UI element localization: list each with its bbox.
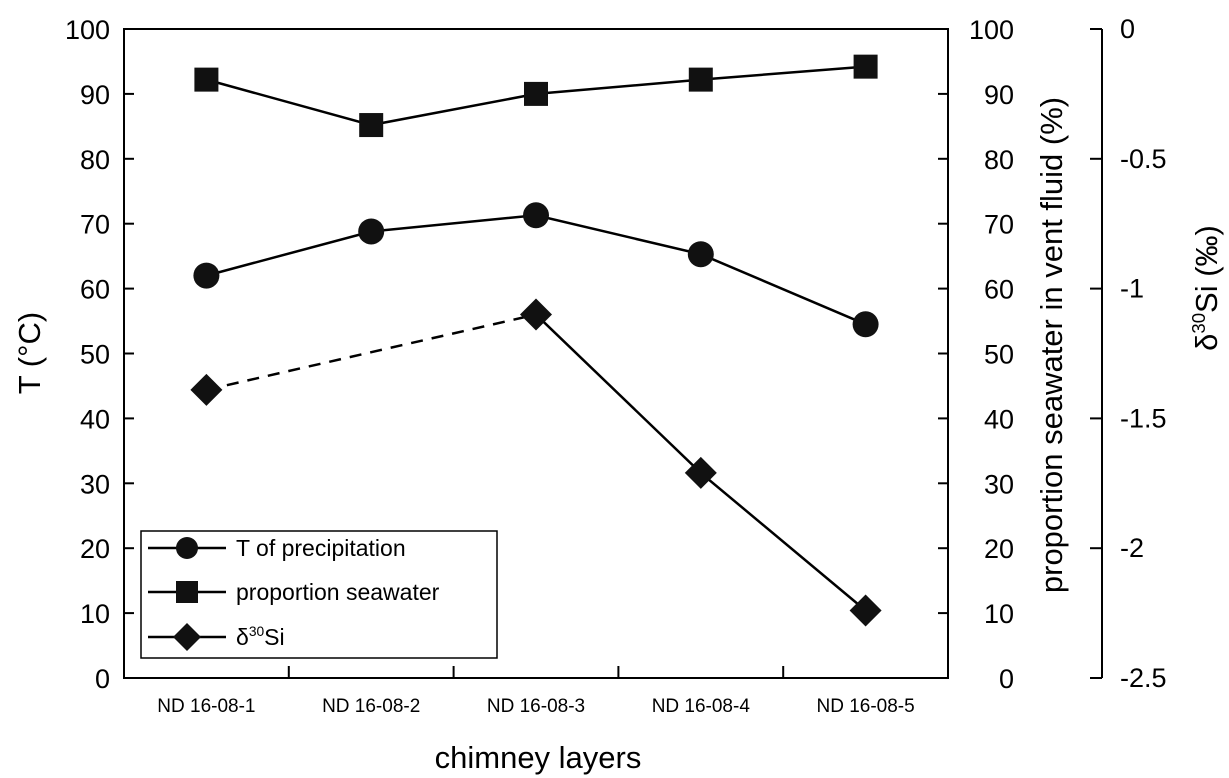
left-tick-label: 70 [80, 210, 110, 240]
right-axis: 0 10 20 30 40 50 60 70 80 90 100 [938, 15, 1014, 694]
series-0-point [852, 311, 879, 338]
left-tick-label: 30 [80, 469, 110, 499]
series-2-point [684, 456, 717, 489]
right-tick-label: 70 [984, 210, 1014, 240]
far-right-axis-title: δ30Si (‰) [1188, 225, 1224, 351]
right-tick-label: 90 [984, 80, 1014, 110]
left-tick-label: 10 [80, 599, 110, 629]
far-tick-label: -2 [1120, 533, 1144, 563]
left-tick-label: 60 [80, 275, 110, 305]
legend-marker-circle [176, 537, 198, 559]
series-2-dashed-segment [206, 313, 537, 392]
series-1-point [359, 113, 384, 138]
right-tick-label: 50 [984, 340, 1014, 370]
x-axis-title: chimney layers [435, 740, 642, 775]
right-tick-label: 10 [984, 599, 1014, 629]
series-group [190, 54, 882, 627]
x-axis: ND 16-08-1 ND 16-08-2 ND 16-08-3 ND 16-08-4… [157, 666, 915, 717]
series-2-point [849, 594, 882, 627]
right-tick-label: 60 [984, 275, 1014, 305]
far-tick-label: -1.5 [1120, 403, 1167, 433]
left-axis-title: T (°C) [12, 312, 47, 394]
series-0-point [193, 262, 220, 289]
right-tick-label: 20 [984, 534, 1014, 564]
far-axis-title-sup: 30 [1188, 313, 1209, 334]
series-0-point [687, 241, 714, 268]
legend-label-delta: δ30Si [236, 624, 285, 650]
legend-delta-sup: 30 [249, 624, 265, 639]
right-tick-label: 0 [999, 664, 1014, 694]
left-tick-label: 90 [80, 80, 110, 110]
left-tick-label: 40 [80, 404, 110, 434]
far-axis-title-rest: Si (‰) [1189, 225, 1224, 313]
right-tick-label: 80 [984, 145, 1014, 175]
right-axis-title: proportion seawater in vent fluid (%) [1034, 97, 1069, 593]
left-tick-label: 0 [95, 664, 110, 694]
right-tick-label: 40 [984, 404, 1014, 434]
legend-marker-diamond [173, 623, 201, 651]
legend: T of precipitation proportion seawater δ… [140, 530, 498, 659]
left-tick-label: 100 [65, 15, 110, 45]
series-1-point [524, 81, 548, 106]
x-tick-label: ND 16-08-4 [652, 696, 751, 717]
series-2-point [520, 298, 552, 331]
far-tick-label: -0.5 [1120, 144, 1167, 174]
left-tick-label: 50 [80, 340, 110, 370]
x-tick-label: ND 16-08-1 [157, 696, 255, 717]
far-axis-title-delta: δ [1189, 334, 1224, 351]
x-tick-label: ND 16-08-3 [487, 696, 585, 717]
x-tick-label: ND 16-08-2 [322, 696, 420, 717]
left-tick-label: 80 [80, 145, 110, 175]
legend-delta: δ [236, 624, 249, 650]
series-1-point [688, 67, 713, 92]
series-1-point [853, 54, 878, 79]
legend-label-seawater: proportion seawater [236, 579, 440, 605]
series-1-point [194, 67, 219, 92]
legend-label-temperature: T of precipitation [236, 535, 406, 561]
far-tick-label: 0 [1120, 14, 1135, 44]
left-axis: 0 10 20 30 40 50 60 70 80 90 100 [65, 15, 134, 694]
far-tick-label: -1 [1120, 274, 1144, 304]
far-tick-label: -2.5 [1120, 663, 1167, 693]
right-tick-label: 100 [969, 15, 1014, 45]
legend-delta-rest: Si [264, 624, 284, 650]
far-right-axis: 0 -0.5 -1 -1.5 -2 -2.5 [1090, 14, 1167, 693]
right-tick-label: 30 [984, 469, 1014, 499]
series-0-point [523, 202, 549, 229]
x-tick-label: ND 16-08-5 [816, 696, 914, 717]
left-tick-label: 20 [80, 534, 110, 564]
series-0-point [358, 218, 385, 245]
legend-marker-square [176, 581, 198, 603]
series-2-point [190, 373, 223, 406]
